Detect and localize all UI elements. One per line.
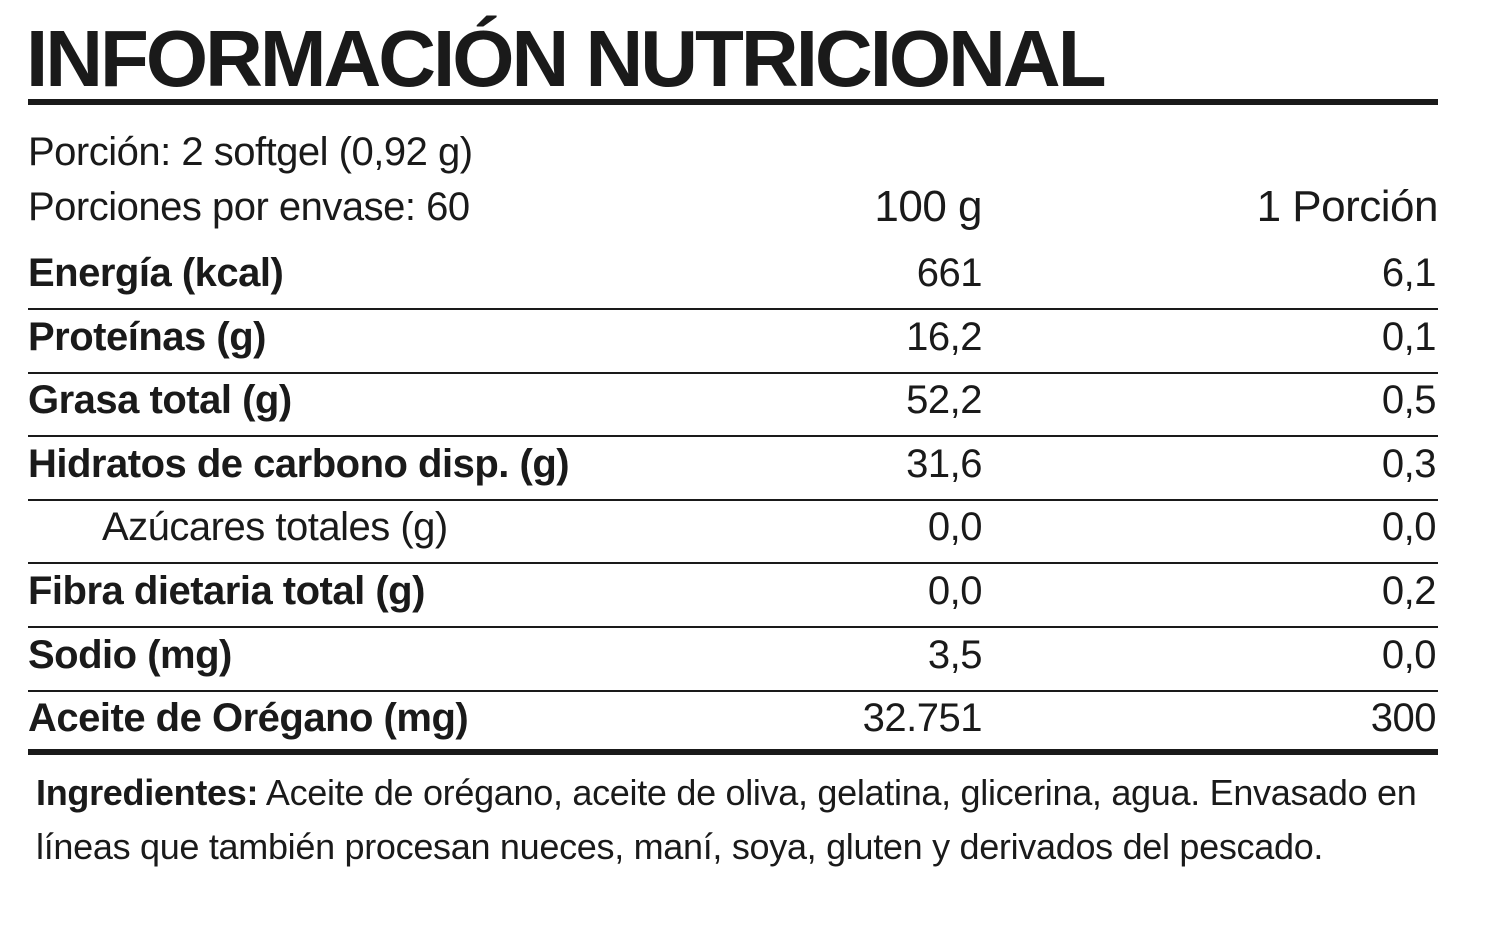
row-divider [28,308,1438,310]
nutrient-value-serving: 300 [1370,696,1437,741]
nutrient-value-serving: 6,1 [1381,251,1437,295]
nutrient-value-serving: 0,1 [1381,314,1437,359]
nutrient-label: Sodio (mg) [28,632,232,677]
nutrient-value-serving: 0,0 [1381,505,1437,550]
servings-per-container: Porciones por envase: 60 [28,185,470,229]
row-divider [28,562,1438,565]
column-header-100g: 100 g [874,182,982,231]
nutrient-label: Hidratos de carbono disp. (g) [28,441,570,486]
nutrient-value-serving: 0,3 [1381,441,1437,486]
row-divider [28,371,1438,374]
label-title: INFORMACIÓN NUTRICIONAL [26,14,1107,103]
nutrient-label: Fibra dietaria total (g) [28,569,425,613]
nutrient-value-100g: 3,5 [927,632,983,677]
nutrient-value-100g: 52,2 [906,378,982,423]
title-divider [28,99,1438,105]
row-divider [28,435,1438,438]
row-divider [28,498,1438,501]
nutrient-value-serving: 0,5 [1381,378,1437,423]
nutrient-value-100g: 32.751 [862,696,983,741]
column-header-serving: 1 Porción [1256,182,1439,231]
nutrient-label: Aceite de Orégano (mg) [28,696,469,741]
nutrient-label: Grasa total (g) [28,378,292,423]
nutrient-value-100g: 16,2 [906,314,982,359]
row-divider [28,626,1438,628]
nutrient-label: Energía (kcal) [28,251,284,295]
ingredients-label: Ingredientes: [36,772,259,813]
serving-size: Porción: 2 softgel (0,92 g) [28,130,473,174]
nutrient-value-serving: 0,2 [1381,569,1437,613]
nutrient-value-100g: 31,6 [906,441,982,486]
nutrient-value-100g: 0,0 [927,505,983,550]
nutrient-label: Azúcares totales (g) [102,505,448,550]
row-divider [28,689,1438,692]
nutrient-value-100g: 661 [916,251,983,295]
nutrient-value-100g: 0,0 [927,569,983,613]
nutrient-value-serving: 0,0 [1381,632,1437,677]
table-bottom-divider [28,749,1438,755]
ingredients-text: Aceite de orégano, aceite de oliva, gela… [36,772,1417,867]
nutrient-label: Proteínas (g) [28,314,266,359]
ingredients-statement: Ingredientes: Aceite de orégano, aceite … [36,766,1456,874]
